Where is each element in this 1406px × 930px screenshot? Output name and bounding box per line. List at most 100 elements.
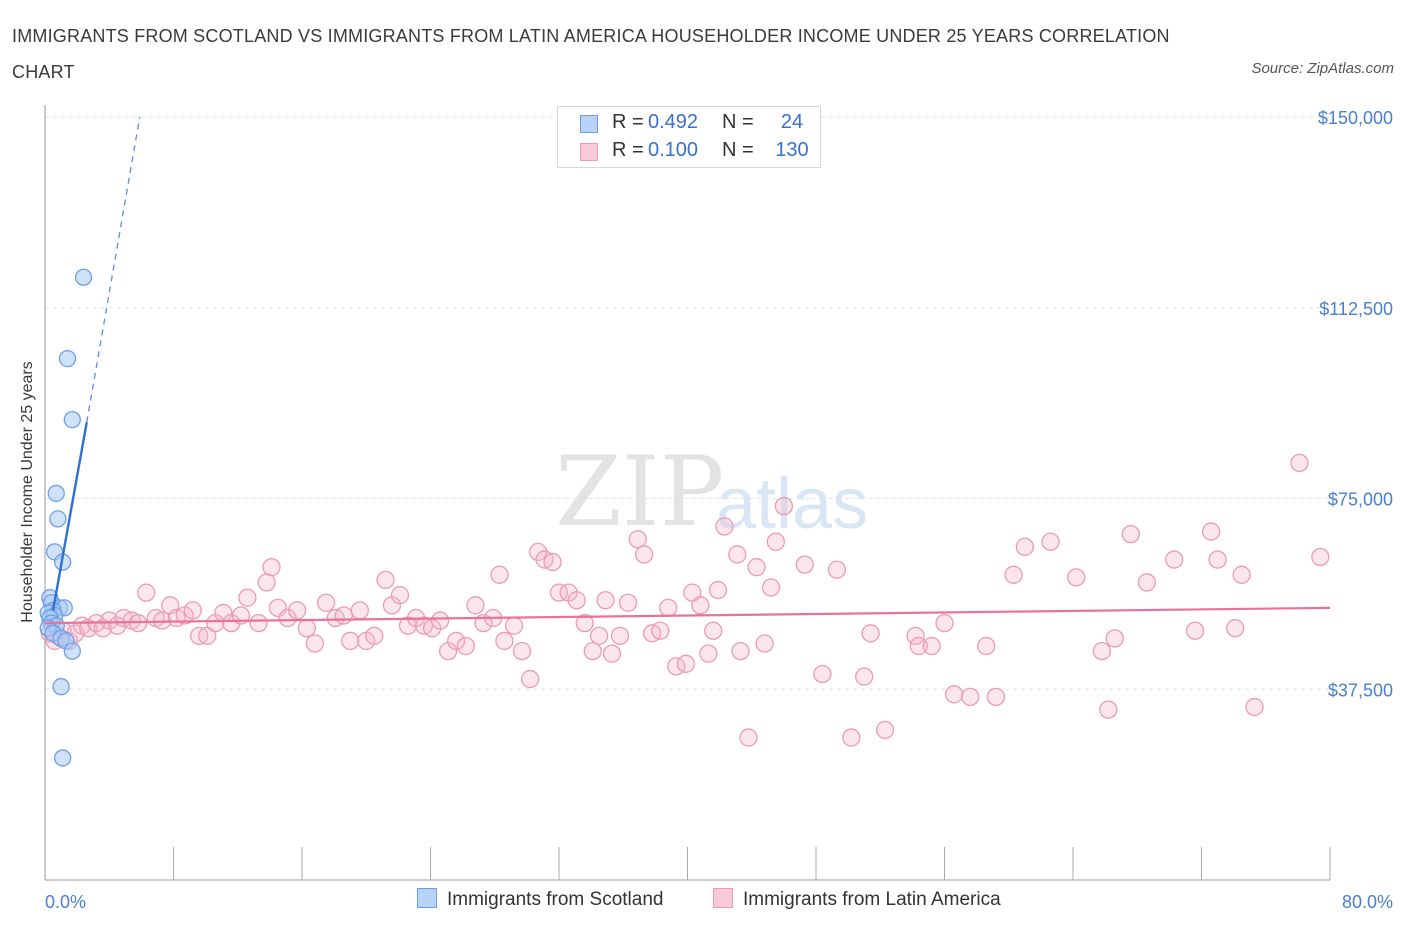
latin-america-point <box>495 631 514 651</box>
scotland-point <box>74 268 93 286</box>
latin-america-point <box>1232 565 1251 584</box>
latin-america-point <box>1290 453 1309 473</box>
latin-america-point <box>456 636 475 656</box>
x-tick-label-min: 0.0% <box>45 892 86 912</box>
scotland-point <box>47 484 65 503</box>
bottom-legend-swatch-latin-america <box>713 888 733 908</box>
bottom-legend-scotland: Immigrants from Scotland <box>417 888 663 911</box>
y-tick-label: $37,500 <box>1328 680 1393 700</box>
legend-r-value: 0.100 <box>648 139 699 161</box>
latin-america-point <box>1099 700 1118 719</box>
latin-america-point <box>861 624 880 643</box>
latin-america-point <box>288 601 307 620</box>
latin-america-point <box>774 496 794 516</box>
x-tick-label-max: 80.0% <box>1342 892 1393 912</box>
latin-america-point <box>755 634 774 653</box>
scotland-trend-extension <box>86 116 141 423</box>
latin-america-point <box>1311 547 1330 567</box>
latin-america-point <box>961 687 980 707</box>
latin-america-points <box>40 453 1330 747</box>
latin-america-point <box>731 641 750 661</box>
legend-r-label: R = <box>612 139 644 161</box>
latin-america-point <box>596 591 615 610</box>
latin-america-trend-line <box>44 606 1331 625</box>
y-tick-labels: $37,500 $75,000 $112,500 $150,000 <box>1318 108 1393 700</box>
bottom-legend-latin-america: Immigrants from Latin America <box>713 888 1001 911</box>
latin-america-point <box>739 728 758 747</box>
axes <box>44 105 1331 881</box>
latin-america-point <box>1226 619 1245 638</box>
latin-america-point <box>634 545 654 564</box>
latin-america-point <box>855 667 874 686</box>
scotland-point <box>63 642 81 660</box>
latin-america-point <box>466 596 485 615</box>
legend-n-label: N = <box>722 111 754 133</box>
x-tick-labels: 0.0% 80.0% <box>45 892 1393 912</box>
latin-america-point <box>708 580 728 600</box>
latin-america-point <box>549 583 569 602</box>
latin-america-point <box>334 606 353 625</box>
bottom-legend-label-scotland: Immigrants from Scotland <box>447 889 664 910</box>
latin-america-point <box>520 669 540 689</box>
latin-america-point <box>512 641 532 661</box>
latin-america-point <box>137 583 156 602</box>
bottom-legend-label-latin-america: Immigrants from Latin America <box>743 889 1001 910</box>
latin-america-point <box>935 613 954 633</box>
latin-america-point <box>610 626 630 645</box>
latin-america-point <box>1121 524 1140 544</box>
latin-america-point <box>1185 621 1205 640</box>
latin-america-point <box>430 611 450 630</box>
latin-america-point <box>842 728 861 747</box>
legend-n-value: 130 <box>775 139 809 161</box>
latin-america-point <box>305 634 325 653</box>
latin-america-point <box>628 530 647 549</box>
latin-america-point <box>1137 573 1157 592</box>
trend-lines <box>44 116 1331 625</box>
chart-title: IMMIGRANTS FROM SCOTLAND VS IMMIGRANTS F… <box>12 26 1170 82</box>
y-tick-label: $150,000 <box>1318 108 1393 128</box>
latin-america-point <box>909 636 928 656</box>
latin-america-point <box>543 552 562 572</box>
source-label: Source: ZipAtlas.com <box>1251 60 1394 77</box>
latin-america-point <box>676 654 696 673</box>
y-tick-label: $75,000 <box>1328 490 1393 510</box>
latin-america-point <box>1208 550 1227 569</box>
latin-america-point <box>691 596 710 615</box>
latin-america-point <box>447 631 466 651</box>
latin-america-point <box>1105 629 1124 648</box>
latin-america-point <box>699 644 718 663</box>
latin-america-point <box>376 570 395 590</box>
latin-america-point <box>590 626 609 645</box>
latin-america-point <box>1015 537 1034 556</box>
latin-america-point <box>567 591 586 610</box>
legend-r-value: 0.492 <box>648 111 699 133</box>
latin-america-point <box>766 532 785 551</box>
latin-america-point <box>238 588 257 607</box>
latin-america-point <box>249 613 268 633</box>
latin-america-point <box>1092 641 1112 661</box>
scotland-point <box>49 510 67 528</box>
y-axis-label: Householder Income Under 25 years <box>19 361 36 622</box>
scotland-point <box>58 349 77 368</box>
latin-america-point <box>278 608 297 628</box>
latin-america-point <box>222 613 241 633</box>
scotland-trend-line <box>51 421 88 611</box>
latin-america-point <box>257 573 276 592</box>
y-tick-label: $112,500 <box>1319 299 1393 319</box>
latin-america-point <box>1201 522 1221 541</box>
latin-america-point <box>365 626 384 645</box>
latin-america-point <box>1041 532 1060 551</box>
latin-america-point <box>747 558 766 577</box>
latin-america-point <box>583 641 602 661</box>
latin-america-point <box>728 545 747 564</box>
latin-america-point <box>490 565 509 584</box>
legend-swatch-scotland <box>580 115 598 133</box>
latin-america-point <box>183 601 202 620</box>
bottom-legend-swatch-scotland <box>417 888 437 908</box>
legend-n-value: 24 <box>780 111 804 133</box>
latin-america-point <box>715 517 734 536</box>
scotland-point <box>52 678 70 696</box>
latin-america-point <box>504 616 524 635</box>
latin-america-point <box>341 631 360 651</box>
latin-america-point <box>761 578 781 597</box>
